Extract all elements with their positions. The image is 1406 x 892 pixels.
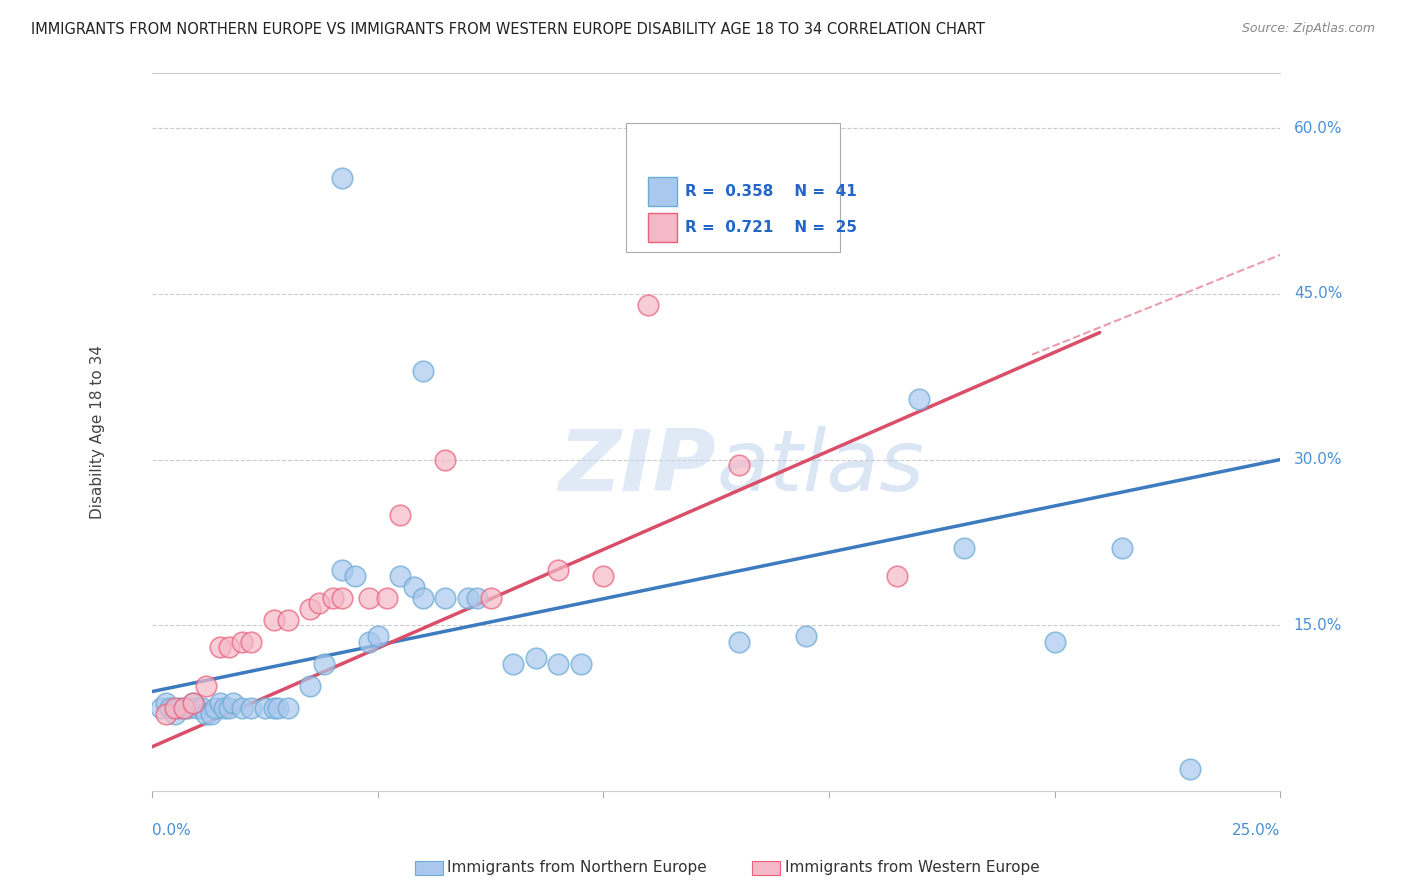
Point bbox=[299, 601, 322, 615]
Text: Source: ZipAtlas.com: Source: ZipAtlas.com bbox=[1241, 22, 1375, 36]
Text: 0.0%: 0.0% bbox=[152, 823, 191, 838]
Text: Immigrants from Northern Europe: Immigrants from Northern Europe bbox=[447, 860, 707, 874]
Point bbox=[155, 696, 177, 710]
Text: 30.0%: 30.0% bbox=[1294, 452, 1343, 467]
Point bbox=[357, 591, 380, 605]
Point bbox=[592, 568, 614, 582]
Point bbox=[434, 591, 457, 605]
Point bbox=[200, 706, 222, 721]
Text: R =  0.721    N =  25: R = 0.721 N = 25 bbox=[685, 219, 856, 235]
Point bbox=[953, 541, 976, 555]
Point bbox=[886, 568, 908, 582]
Point bbox=[218, 701, 240, 715]
Point bbox=[240, 635, 263, 649]
Point bbox=[214, 701, 236, 715]
Text: Immigrants from Western Europe: Immigrants from Western Europe bbox=[785, 860, 1039, 874]
Point bbox=[547, 657, 569, 671]
Point bbox=[181, 696, 204, 710]
FancyBboxPatch shape bbox=[648, 213, 676, 242]
Point bbox=[727, 458, 749, 472]
Point bbox=[465, 591, 488, 605]
Point bbox=[796, 629, 818, 643]
Point bbox=[155, 706, 177, 721]
Point bbox=[163, 706, 186, 721]
Point bbox=[312, 657, 335, 671]
Point bbox=[569, 657, 592, 671]
Point bbox=[276, 613, 298, 627]
Point bbox=[163, 701, 186, 715]
Point bbox=[402, 580, 425, 594]
Point bbox=[479, 591, 502, 605]
Point bbox=[208, 696, 231, 710]
Point bbox=[389, 568, 412, 582]
Text: 25.0%: 25.0% bbox=[1232, 823, 1281, 838]
Text: atlas: atlas bbox=[716, 426, 924, 509]
Point bbox=[253, 701, 276, 715]
Point bbox=[167, 701, 190, 715]
Point bbox=[367, 629, 389, 643]
Point bbox=[159, 701, 181, 715]
Point bbox=[908, 392, 931, 406]
Point bbox=[231, 635, 253, 649]
Point bbox=[150, 701, 173, 715]
Point bbox=[330, 563, 353, 577]
Point bbox=[181, 696, 204, 710]
Point bbox=[727, 635, 749, 649]
Point bbox=[195, 706, 218, 721]
Point bbox=[186, 701, 208, 715]
Point bbox=[308, 596, 330, 610]
Point bbox=[1043, 635, 1066, 649]
Text: 15.0%: 15.0% bbox=[1294, 618, 1343, 632]
Point bbox=[218, 640, 240, 655]
Point bbox=[173, 701, 195, 715]
Point bbox=[389, 508, 412, 522]
Point bbox=[322, 591, 344, 605]
Point bbox=[330, 591, 353, 605]
Point bbox=[1111, 541, 1133, 555]
Point bbox=[375, 591, 398, 605]
Point bbox=[191, 701, 214, 715]
Point bbox=[195, 679, 218, 693]
Point bbox=[457, 591, 479, 605]
Point bbox=[222, 696, 245, 710]
Point bbox=[357, 635, 380, 649]
Point bbox=[263, 613, 285, 627]
Point bbox=[231, 701, 253, 715]
Point bbox=[1178, 762, 1201, 776]
Point bbox=[502, 657, 524, 671]
Point bbox=[208, 640, 231, 655]
Point bbox=[173, 701, 195, 715]
Text: IMMIGRANTS FROM NORTHERN EUROPE VS IMMIGRANTS FROM WESTERN EUROPE DISABILITY AGE: IMMIGRANTS FROM NORTHERN EUROPE VS IMMIG… bbox=[31, 22, 984, 37]
Text: Disability Age 18 to 34: Disability Age 18 to 34 bbox=[90, 345, 105, 519]
Point bbox=[344, 568, 367, 582]
Point bbox=[637, 298, 659, 312]
Point bbox=[177, 701, 200, 715]
FancyBboxPatch shape bbox=[626, 123, 841, 252]
Point bbox=[299, 679, 322, 693]
Point bbox=[412, 591, 434, 605]
Point bbox=[524, 651, 547, 665]
FancyBboxPatch shape bbox=[648, 178, 676, 206]
Point bbox=[330, 170, 353, 185]
Point bbox=[267, 701, 290, 715]
Point bbox=[434, 452, 457, 467]
Text: R =  0.358    N =  41: R = 0.358 N = 41 bbox=[685, 184, 856, 199]
Point bbox=[412, 364, 434, 378]
Text: 60.0%: 60.0% bbox=[1294, 120, 1343, 136]
Text: ZIP: ZIP bbox=[558, 426, 716, 509]
Point bbox=[240, 701, 263, 715]
Point bbox=[204, 701, 226, 715]
Point bbox=[547, 563, 569, 577]
Point bbox=[263, 701, 285, 715]
Text: 45.0%: 45.0% bbox=[1294, 286, 1343, 301]
Point bbox=[276, 701, 298, 715]
